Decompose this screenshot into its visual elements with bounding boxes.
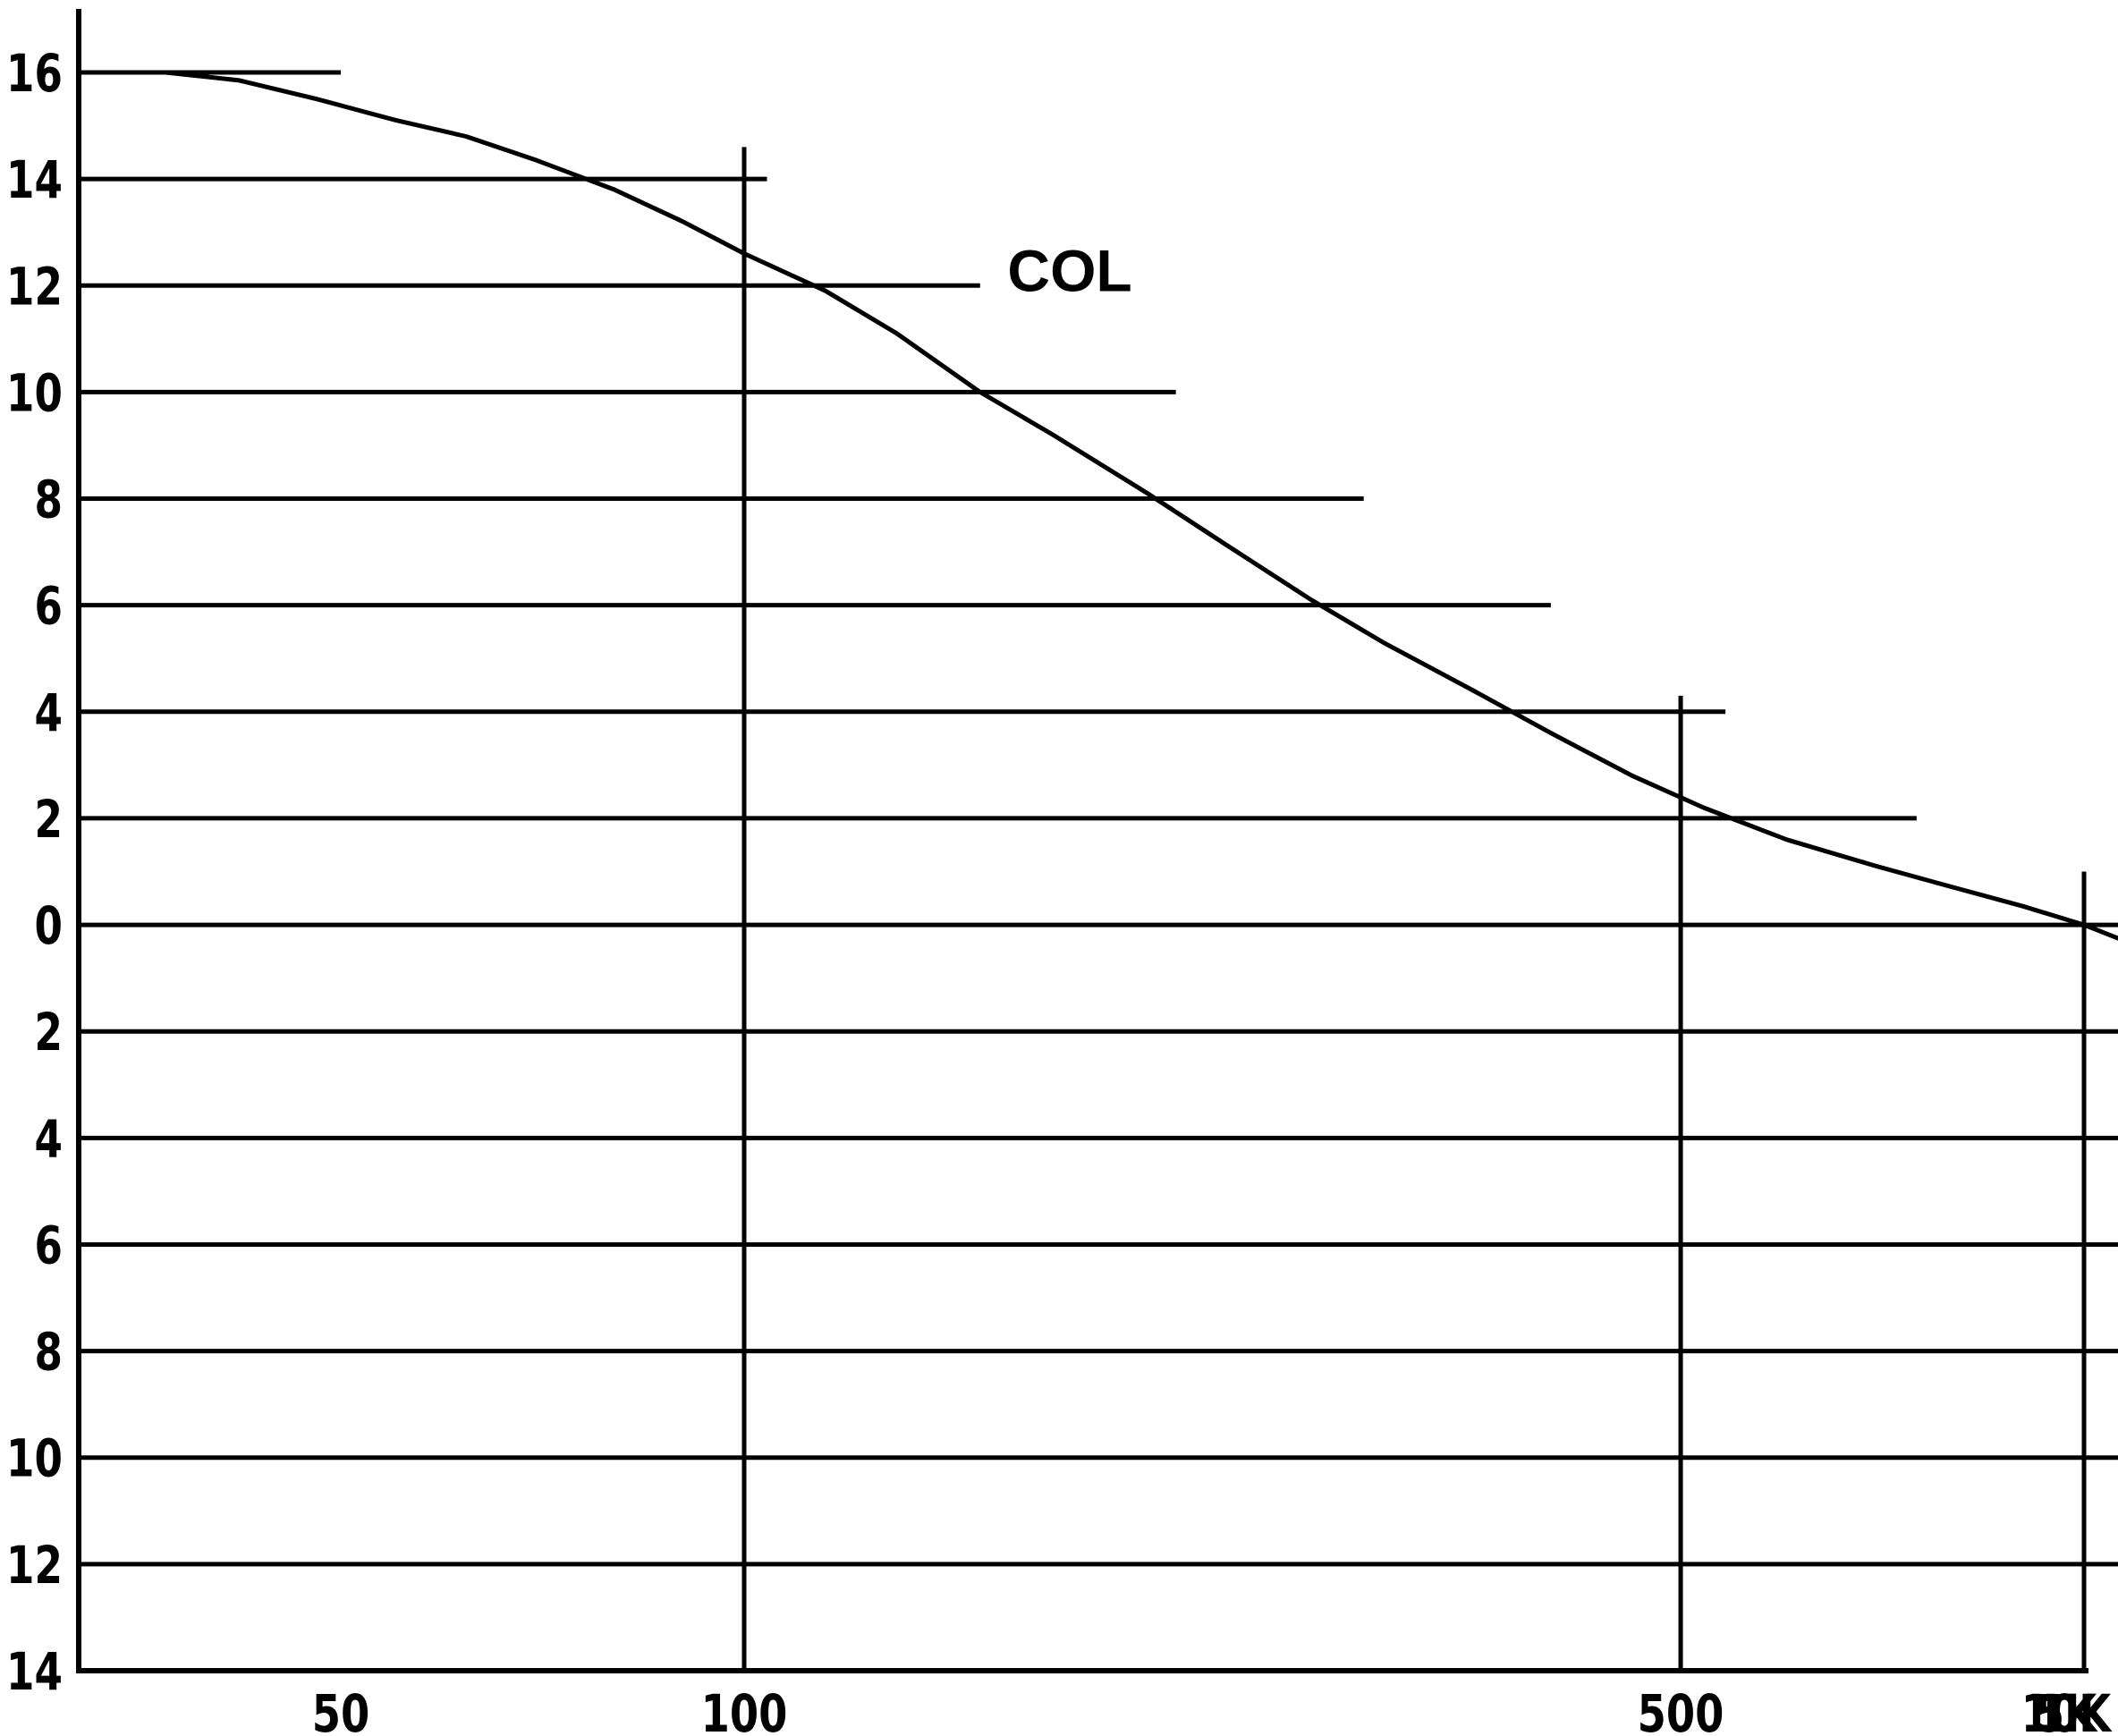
vertical-marker-layer	[741, 147, 2087, 1671]
x-tick-label: 50	[312, 1684, 370, 1736]
y-tick-label: 8	[35, 1323, 63, 1383]
y-tick-label: 10	[6, 364, 63, 424]
x-tick-label: 1K	[2036, 1684, 2098, 1736]
axis-layer	[76, 9, 2088, 1673]
x-tick-label: 100	[701, 1684, 788, 1736]
x-tick-label: 5K	[2036, 1684, 2098, 1736]
y-tick-label: 4	[35, 683, 63, 743]
y-tick-label: 10	[6, 1429, 63, 1489]
y-tick-label: 6	[35, 1216, 63, 1276]
y-tick-label: 14	[6, 151, 63, 211]
y-tick-label: 6	[35, 577, 63, 637]
x-tick-label: 10K	[2021, 1684, 2114, 1736]
y-tick-label: 8	[35, 470, 63, 530]
y-tick-label: 2	[35, 791, 63, 851]
y-tick-label: 12	[6, 1536, 63, 1596]
y-tick-label: 2	[35, 1003, 63, 1063]
y-tick-label: 16	[6, 45, 63, 105]
y-tick-label: 12	[6, 258, 63, 318]
grid-layer	[79, 70, 2118, 1567]
response-curve	[163, 70, 2118, 941]
y-tick-label: 14	[6, 1643, 63, 1703]
curve-annotation: COL	[1007, 237, 1131, 303]
y-tick-label: 4	[35, 1110, 63, 1170]
x-tick-label: 500	[1638, 1684, 1724, 1736]
series-layer	[163, 70, 2118, 941]
y-tick-label: 0	[35, 897, 63, 957]
